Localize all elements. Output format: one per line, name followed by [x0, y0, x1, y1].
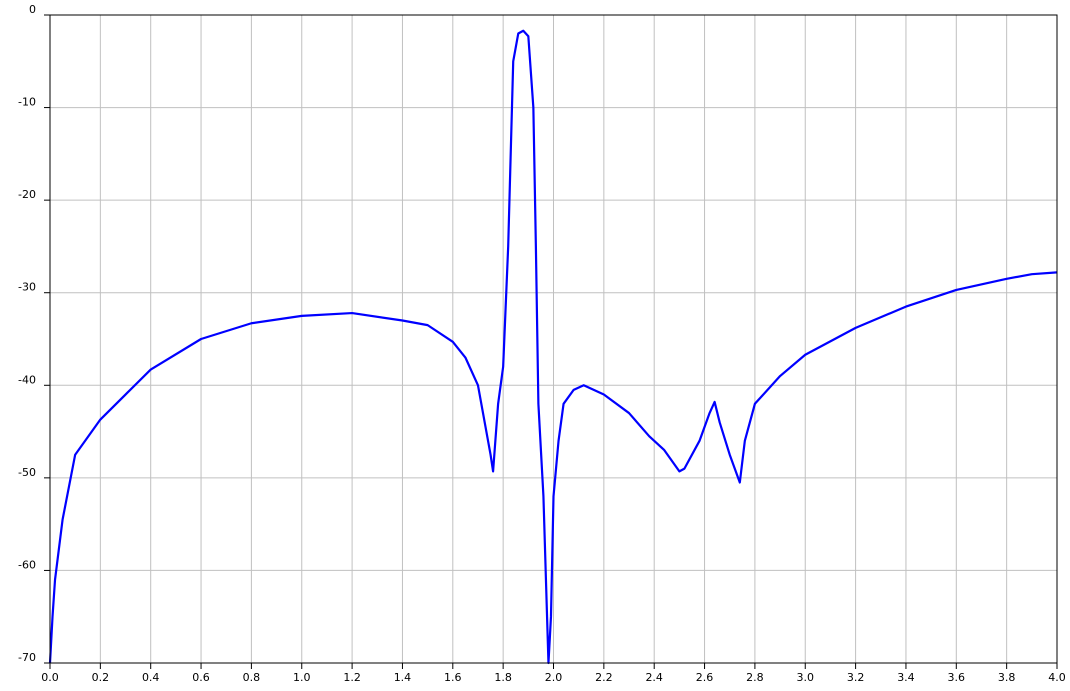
y-tick-label: -40 — [18, 373, 36, 386]
y-tick-label: 0 — [29, 3, 36, 16]
axes: 0.0 0.2 0.4 0.6 0.8 1.0 1.2 1.4 1.6 1.8 2.0 2.2 2.4 2… — [18, 3, 1066, 684]
x-tick-label: 3.0 — [797, 671, 815, 684]
x-tick-label: 0.0 — [41, 671, 59, 684]
y-tick-label: -70 — [18, 651, 36, 664]
x-tick-label: 2.2 — [595, 671, 613, 684]
x-tick-label: 0.2 — [92, 671, 110, 684]
y-tick-label: -20 — [18, 188, 36, 201]
x-tick-label: 2.8 — [746, 671, 764, 684]
x-tick-label: 0.4 — [142, 671, 160, 684]
x-tick-label: 1.6 — [444, 671, 462, 684]
x-tick-label: 1.4 — [394, 671, 412, 684]
x-tick-label: 3.2 — [847, 671, 865, 684]
y-tick-label: -30 — [18, 281, 36, 294]
data-line — [48, 29, 1058, 665]
x-tick-label: 1.8 — [494, 671, 512, 684]
y-tick-label: -10 — [18, 96, 36, 109]
plot — [48, 29, 1058, 665]
x-tick-label: 1.2 — [343, 671, 361, 684]
y-tick-label: -60 — [18, 558, 36, 571]
x-tick-label: 2.0 — [545, 671, 563, 684]
x-tick-label: 3.4 — [897, 671, 915, 684]
x-tick-label: 2.6 — [696, 671, 714, 684]
x-tick-label: 4.0 — [1048, 671, 1066, 684]
x-tick-label: 0.8 — [243, 671, 261, 684]
y-tick-label: -50 — [18, 466, 36, 479]
x-tick-label: 1.0 — [293, 671, 311, 684]
x-tick-label: 3.6 — [948, 671, 966, 684]
x-tick-label: 0.6 — [192, 671, 210, 684]
x-tick-label: 3.8 — [998, 671, 1016, 684]
x-tick-label: 2.4 — [645, 671, 663, 684]
